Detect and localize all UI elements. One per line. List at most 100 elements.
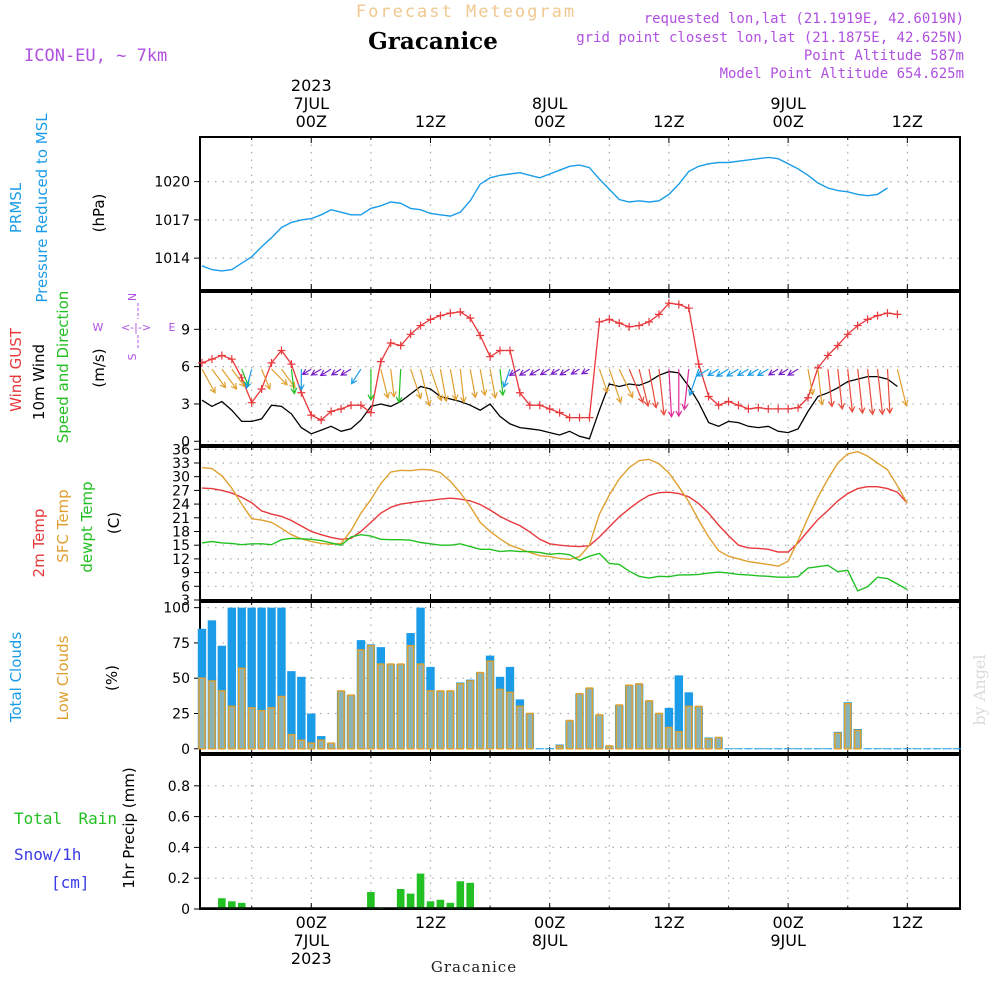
low-cloud-bar — [257, 709, 266, 750]
low-cloud-bar — [406, 644, 415, 750]
low-cloud-bar — [853, 729, 862, 750]
temp-unit: (C) — [105, 512, 123, 534]
precip-bar — [237, 902, 246, 909]
precip-bar — [456, 881, 465, 909]
time-label-bottom: 00Z — [534, 913, 565, 932]
low-cloud-bar — [704, 738, 713, 750]
y-tick-label: 18 — [172, 524, 190, 540]
time-label-bottom: 2023 — [291, 949, 332, 968]
wind-gust-marker — [883, 309, 892, 318]
precip-panel: 0 0.2 0.4 0.6 0.8 Total Rain Snow/1h [cm] 1hr Pre… — [14, 754, 961, 918]
y-tick-label: 0 — [181, 902, 190, 918]
low-cloud-bar — [218, 690, 226, 750]
total-cloud-bar — [227, 607, 236, 749]
low-cloud-bar — [595, 714, 604, 750]
wind-direction-arrow — [499, 369, 506, 397]
total-cloud-bar — [267, 607, 276, 749]
low-cloud-bar — [655, 712, 663, 750]
wind-gust-label: Wind GUST — [7, 327, 25, 412]
time-label-top: 00Z — [296, 112, 327, 131]
wind-direction-arrow — [847, 369, 856, 414]
wind-direction-arrow — [367, 369, 375, 402]
panel-frame — [199, 291, 961, 446]
wind-direction-arrow — [469, 368, 478, 399]
y-tick-label: 27 — [172, 483, 190, 499]
wind-direction-arrow — [747, 368, 759, 376]
y-tick-label: 33 — [172, 456, 190, 472]
y-tick-label: 0 — [181, 742, 190, 758]
wind-gust-marker — [515, 388, 524, 397]
wind-gust-marker — [267, 358, 276, 367]
point-altitude: Point Altitude 587m — [804, 48, 964, 64]
wind-direction-arrow — [628, 368, 645, 404]
closest-coords: grid point closest lon,lat (21.1875E, 42… — [576, 30, 964, 46]
wind-gust-marker — [247, 398, 256, 407]
wind-gust-marker — [535, 401, 544, 410]
time-label-bottom: 00Z — [772, 913, 803, 932]
clouds-unit: (%) — [103, 665, 121, 691]
wind-direction-arrow — [244, 368, 253, 390]
wind-gust-marker — [197, 358, 206, 367]
low-cloud-bar — [307, 742, 316, 750]
wind-direction-arrow — [502, 368, 511, 389]
low-cloud-bar — [386, 663, 395, 750]
compass-arrows: <-|-> — [121, 321, 151, 334]
wind-direction-arrow — [756, 368, 769, 377]
wind-gust-marker — [317, 416, 326, 425]
wind-direction-arrow — [767, 368, 779, 376]
y-tick-label: 12 — [172, 552, 190, 568]
low-cloud-bar — [446, 690, 455, 750]
wind-gust-marker — [505, 346, 514, 355]
low-cloud-bar — [685, 705, 693, 750]
wind-direction-arrow — [439, 368, 449, 403]
temp-line-2 — [201, 533, 908, 592]
low-cloud-bar — [247, 707, 256, 750]
pressure-unit: (hPa) — [90, 194, 108, 233]
wind-direction-arrow — [736, 368, 749, 377]
model-altitude: Model Point Altitude 654.625m — [720, 66, 964, 82]
y-tick-label: 75 — [172, 636, 190, 652]
precip-bar — [436, 899, 445, 909]
wind-gust-marker — [774, 404, 783, 413]
wind-gust-marker — [833, 341, 842, 350]
wind-direction-arrow — [580, 368, 590, 375]
precip-total-label: Total — [14, 809, 62, 828]
low-cloud-bar — [198, 677, 206, 750]
y-tick-label: 100 — [163, 601, 190, 617]
y-tick-label: 24 — [172, 497, 190, 513]
wind-direction-arrow — [395, 369, 403, 404]
wind-gust-marker — [337, 404, 346, 413]
wind-gust-marker — [873, 311, 882, 320]
wind-gust-marker — [406, 330, 415, 339]
location-title: Gracanice — [368, 28, 498, 55]
wind-gust-marker — [734, 401, 743, 410]
low-cloud-bar — [377, 663, 385, 750]
wind-gust-marker — [843, 330, 852, 339]
footer-location: Gracanice — [431, 958, 517, 976]
wind-gust-marker — [436, 311, 445, 320]
wind-direction-label: Speed and Direction — [54, 291, 72, 444]
wind-gust-marker — [645, 317, 654, 326]
panel-frame — [199, 754, 961, 910]
time-label-top: 12Z — [892, 112, 923, 131]
wind-gust-marker — [694, 360, 703, 369]
wind-direction-arrow — [479, 368, 488, 397]
wind-direction-arrow — [297, 369, 305, 391]
wind-direction-arrow — [449, 368, 459, 402]
wind-gust-line — [201, 302, 898, 421]
wind-speed-line — [201, 370, 898, 440]
snow-label: Snow/1h — [14, 845, 81, 864]
wind-gust-marker — [754, 403, 763, 412]
wind-direction-arrow — [261, 368, 271, 391]
low-cloud-bar — [694, 705, 703, 750]
low-cloud-bar — [565, 719, 574, 750]
wind-direction-arrow — [429, 368, 443, 402]
wind-direction-arrow — [221, 368, 238, 390]
total-clouds-label: Total Clouds — [7, 632, 25, 724]
low-cloud-bar — [486, 660, 494, 750]
wind-direction-arrow — [310, 368, 322, 376]
wind-gust-marker — [635, 321, 644, 330]
y-tick-label: 9 — [181, 322, 190, 338]
wind-direction-arrow — [419, 368, 432, 407]
